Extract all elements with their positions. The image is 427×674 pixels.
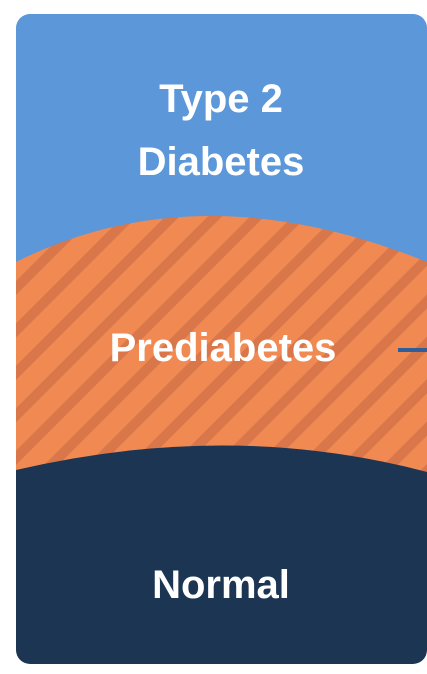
label-type2-line1: Type 2 xyxy=(159,77,283,121)
band-normal xyxy=(16,445,427,664)
band-prediabetes xyxy=(16,216,427,500)
diagram-card xyxy=(16,14,427,664)
label-prediabetes: Prediabetes xyxy=(110,326,337,370)
label-normal: Normal xyxy=(152,563,290,607)
label-type2-line2: Diabetes xyxy=(138,140,305,184)
